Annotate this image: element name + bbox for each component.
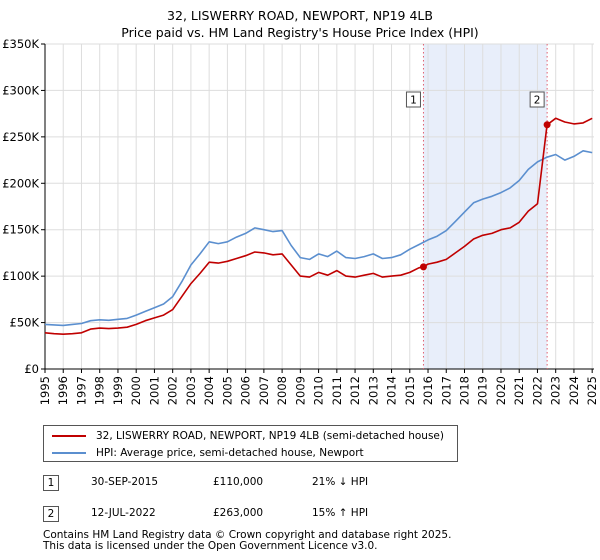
footer-line-2: This data is licensed under the Open Gov…	[43, 540, 378, 552]
x-tick-label: 2016	[421, 376, 435, 405]
x-tick-label: 2019	[476, 376, 490, 405]
y-tick-label: £50K	[10, 316, 40, 330]
x-tick-label: 2022	[530, 376, 544, 405]
sale-date-2: 12-JUL-2022	[91, 507, 156, 519]
x-tick-label: 2025	[585, 376, 599, 405]
series-line-hpi	[44, 150, 593, 327]
sale-callout-box-1	[405, 91, 421, 108]
x-tick-label: 2002	[166, 376, 180, 405]
legend-label-property: 32, LISWERRY ROAD, NEWPORT, NP19 4LB (se…	[96, 430, 444, 442]
sale-callout-label-2: 2	[534, 95, 541, 107]
x-tick-label: 2007	[257, 376, 271, 405]
sale-hpi-note-1: 21% ↓ HPI	[312, 476, 369, 488]
x-tick-label: 2001	[147, 376, 161, 405]
x-tick-label: 2018	[458, 376, 472, 405]
x-tick-label: 1996	[56, 376, 70, 405]
x-tick-label: 2020	[494, 376, 508, 405]
legend-label-hpi: HPI: Average price, semi-detached house,…	[96, 447, 364, 459]
x-tick-label: 2004	[202, 376, 216, 405]
chart-legend: 32, LISWERRY ROAD, NEWPORT, NP19 4LB (se…	[43, 425, 458, 462]
shaded-period	[423, 44, 548, 369]
x-tick-label: 2008	[275, 376, 289, 405]
sale-badge-2: 2	[43, 506, 59, 522]
chart-subtitle: Price paid vs. HM Land Registry's House …	[121, 25, 479, 40]
sale-hpi-note-2: 15% ↑ HPI	[312, 507, 369, 519]
x-tick-label: 1995	[38, 376, 52, 405]
price-chart: 1 2 £0 £50K £100K £150K £200K £250K £300K £350K 1…	[2, 37, 599, 405]
sale-point-1	[419, 263, 427, 271]
sale-point-2	[543, 121, 551, 129]
footer-line-1: Contains HM Land Registry data © Crown c…	[43, 529, 452, 541]
x-tick-label: 2013	[366, 376, 380, 405]
y-tick-label: £150K	[2, 223, 39, 237]
y-tick-label: £350K	[2, 37, 39, 51]
legend-swatch-property	[52, 435, 86, 437]
x-tick-label: 2000	[129, 376, 143, 405]
sale-callout-label-1: 1	[410, 95, 417, 107]
x-tick-label: 2009	[293, 376, 307, 405]
x-tick-label: 2005	[220, 376, 234, 405]
y-tick-label: £300K	[2, 83, 39, 97]
sale-date-1: 30-SEP-2015	[91, 476, 159, 488]
x-tick-label: 2024	[567, 376, 581, 405]
y-tick-label: £250K	[2, 130, 39, 144]
x-tick-label: 2011	[330, 376, 344, 405]
x-tick-label: 1998	[93, 376, 107, 405]
x-tick-label: 2023	[549, 376, 563, 405]
sale-callout-box-2	[529, 91, 545, 108]
x-tick-label: 2017	[439, 376, 453, 405]
footer: Contains HM Land Registry data © Crown c…	[43, 530, 451, 552]
x-tick-label: 2021	[512, 376, 526, 405]
x-tick-label: 1999	[111, 376, 125, 405]
series-line-property	[44, 117, 593, 336]
legend-item-property: 32, LISWERRY ROAD, NEWPORT, NP19 4LB (se…	[52, 428, 444, 444]
y-tick-label: £200K	[2, 176, 39, 190]
chart-title: 32, LISWERRY ROAD, NEWPORT, NP19 4LB	[167, 8, 433, 23]
y-tick-label: £0	[24, 362, 39, 376]
sale-badge-1: 1	[43, 475, 59, 491]
x-tick-label: 2015	[403, 376, 417, 405]
y-tick-label: £100K	[2, 269, 39, 283]
sale-price-1: £110,000	[213, 476, 264, 488]
x-tick-label: 1997	[74, 376, 88, 405]
legend-swatch-hpi	[52, 452, 86, 454]
x-tick-label: 2006	[239, 376, 253, 405]
x-tick-label: 2012	[348, 376, 362, 405]
x-tick-label: 2003	[184, 376, 198, 405]
sale-price-2: £263,000	[213, 507, 264, 519]
x-tick-label: 2010	[312, 376, 326, 405]
legend-item-hpi: HPI: Average price, semi-detached house,…	[52, 445, 364, 461]
x-tick-label: 2014	[385, 376, 399, 405]
